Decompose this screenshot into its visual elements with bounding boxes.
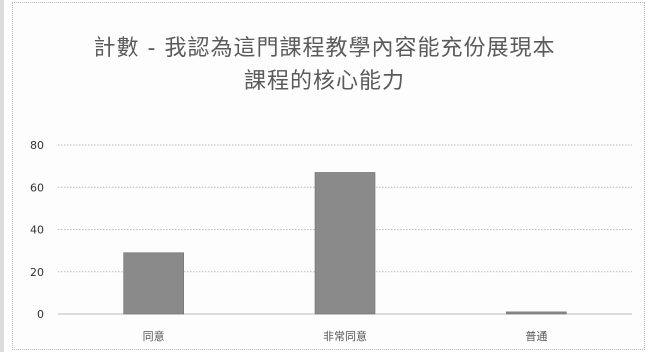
- y-tick-label: 80: [30, 139, 44, 152]
- y-tick-label: 20: [30, 266, 44, 279]
- y-tick-label: 0: [37, 308, 44, 321]
- bars: [123, 172, 567, 315]
- bar-1: [123, 252, 184, 315]
- x-axis-ticks: 同意 非常同意 普通: [143, 329, 548, 343]
- chart-title-line-2: 課程的核心能力: [243, 69, 405, 94]
- y-tick-label: 40: [30, 224, 44, 237]
- bar-2: [314, 172, 376, 315]
- chart-title-line-1: 計數 - 我認為這門課程教學內容能充份展現本: [93, 36, 556, 61]
- scan-edge: [0, 0, 4, 352]
- x-tick-label: 普通: [525, 329, 547, 343]
- y-tick-label: 60: [30, 181, 44, 194]
- x-tick-label: 同意: [143, 329, 165, 343]
- y-axis-ticks: 0 20 40 60 80: [30, 139, 44, 321]
- x-tick-label: 非常同意: [323, 329, 367, 343]
- bar-3: [506, 311, 567, 315]
